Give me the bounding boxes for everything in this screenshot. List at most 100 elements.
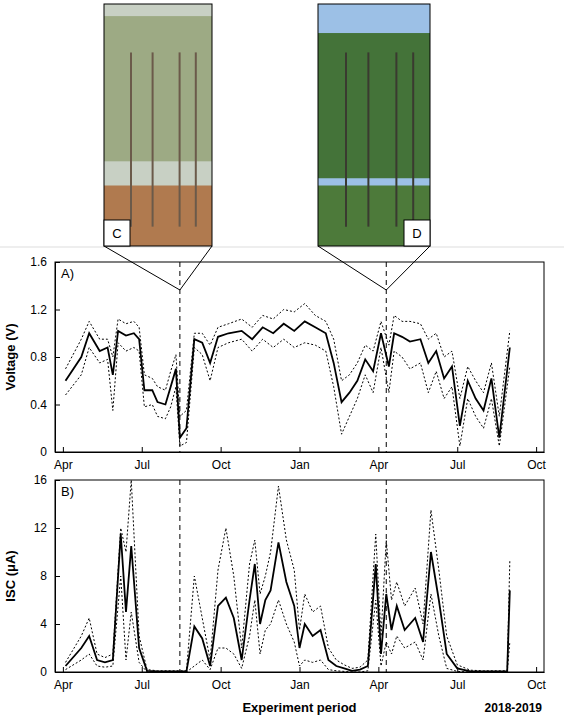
y-tick: 0.8 bbox=[30, 350, 60, 364]
y-tick: 0 bbox=[40, 665, 60, 679]
y-tick: 0.4 bbox=[30, 398, 60, 412]
x-tick-label: Oct bbox=[527, 678, 546, 692]
photo-trunk bbox=[395, 52, 397, 226]
x-tick: Apr bbox=[370, 667, 389, 692]
plot-frame bbox=[55, 480, 544, 672]
event-line bbox=[179, 480, 180, 672]
x-axis: Apr Jul Oct Jan Apr Jul Oct bbox=[54, 447, 547, 472]
plot-area bbox=[66, 480, 510, 672]
photo-trunk bbox=[130, 52, 132, 226]
y-tick: 12 bbox=[34, 521, 60, 535]
x-tick-label: Jul bbox=[135, 678, 150, 692]
x-tick: Apr bbox=[370, 447, 389, 472]
y-tick-label: 0 bbox=[40, 665, 47, 679]
y-tick-mark bbox=[55, 480, 60, 481]
x-tick-mark bbox=[378, 667, 379, 672]
x-tick-label: Oct bbox=[212, 458, 231, 472]
photo-border bbox=[104, 4, 212, 246]
x-tick-mark bbox=[142, 667, 143, 672]
photos: CD bbox=[0, 4, 564, 290]
y-axis-title: Voltage (V) bbox=[3, 324, 18, 391]
connector bbox=[318, 246, 386, 290]
x-tick: Oct bbox=[527, 667, 546, 692]
panel-label: B) bbox=[61, 484, 74, 499]
connector bbox=[104, 246, 180, 290]
photo: C bbox=[104, 4, 212, 246]
x-tick-label: Apr bbox=[54, 678, 73, 692]
x-tick-label: Jul bbox=[450, 678, 465, 692]
x-tick-mark bbox=[142, 447, 143, 452]
x-tick-label: Oct bbox=[527, 458, 546, 472]
panel: Apr Jul Oct Jan Apr Jul Oct 0 4 8 12 16 ISC (μA) B) Ex… bbox=[3, 473, 547, 715]
x-tick: Oct bbox=[527, 447, 546, 472]
x-tick: Jul bbox=[450, 447, 465, 472]
photo-trunk bbox=[345, 52, 347, 226]
x-tick-label: Apr bbox=[54, 458, 73, 472]
photo-label: C bbox=[112, 226, 121, 241]
x-tick-mark bbox=[536, 667, 537, 672]
connector bbox=[386, 246, 430, 290]
y-tick-label: 8 bbox=[40, 569, 47, 583]
y-tick: 8 bbox=[40, 569, 60, 583]
x-tick-label: Jul bbox=[450, 458, 465, 472]
band-line bbox=[66, 480, 510, 671]
photo-sky bbox=[318, 4, 430, 246]
divider bbox=[0, 247, 564, 248]
y-tick-label: 1.6 bbox=[30, 255, 47, 269]
plot-frame bbox=[55, 262, 544, 452]
photo-sky bbox=[104, 4, 212, 246]
y-tick-mark bbox=[55, 672, 60, 673]
band-line bbox=[66, 304, 510, 417]
photo-trunk bbox=[367, 52, 369, 226]
plot-area bbox=[66, 262, 510, 452]
y-tick: 1.2 bbox=[30, 303, 60, 317]
photo-label-box bbox=[104, 220, 130, 246]
y-axis: 0 4 8 12 16 bbox=[34, 473, 60, 679]
photo-label-box bbox=[404, 220, 430, 246]
x-tick: Jan bbox=[290, 667, 309, 692]
y-tick-label: 0 bbox=[40, 445, 47, 459]
mean-line bbox=[66, 321, 510, 437]
y-tick-label: 16 bbox=[34, 473, 48, 487]
y-tick-label: 4 bbox=[40, 617, 47, 631]
x-tick-mark bbox=[300, 667, 301, 672]
x-tick-mark bbox=[378, 447, 379, 452]
x-axis-title: Experiment period bbox=[242, 700, 356, 715]
x-axis-line bbox=[56, 452, 545, 453]
y-tick-label: 1.2 bbox=[30, 303, 47, 317]
photo-trunk bbox=[412, 52, 414, 226]
photo-border bbox=[318, 4, 430, 246]
y-tick: 16 bbox=[34, 473, 60, 487]
y-tick: 0 bbox=[40, 445, 60, 459]
x-tick: Jan bbox=[290, 447, 309, 472]
y-tick-mark bbox=[55, 262, 60, 263]
annotation: 2018-2019 bbox=[485, 701, 543, 715]
y-axis-title: ISC (μA) bbox=[3, 550, 18, 601]
photo-trunk bbox=[195, 52, 197, 226]
x-tick: Jul bbox=[450, 667, 465, 692]
y-tick-label: 0.4 bbox=[30, 398, 47, 412]
x-tick-mark bbox=[536, 447, 537, 452]
y-tick-mark bbox=[55, 576, 60, 577]
x-tick: Apr bbox=[54, 667, 73, 692]
x-tick: Oct bbox=[212, 447, 231, 472]
x-tick: Oct bbox=[212, 667, 231, 692]
x-tick-label: Apr bbox=[370, 678, 389, 692]
x-tick-mark bbox=[221, 447, 222, 452]
y-tick-label: 12 bbox=[34, 521, 48, 535]
x-tick: Jul bbox=[135, 447, 150, 472]
x-tick-label: Jan bbox=[290, 458, 309, 472]
photo-label: D bbox=[412, 226, 421, 241]
x-tick-mark bbox=[300, 447, 301, 452]
x-tick-label: Jan bbox=[290, 678, 309, 692]
y-tick-mark bbox=[55, 310, 60, 311]
x-tick-label: Jul bbox=[135, 458, 150, 472]
connector bbox=[180, 246, 212, 290]
x-tick-mark bbox=[63, 447, 64, 452]
y-tick: 4 bbox=[40, 617, 60, 631]
y-tick-mark bbox=[55, 624, 60, 625]
y-tick-label: 0.8 bbox=[30, 350, 47, 364]
x-tick-label: Oct bbox=[212, 678, 231, 692]
photo-trunk bbox=[179, 52, 181, 226]
photo: D bbox=[318, 4, 430, 246]
